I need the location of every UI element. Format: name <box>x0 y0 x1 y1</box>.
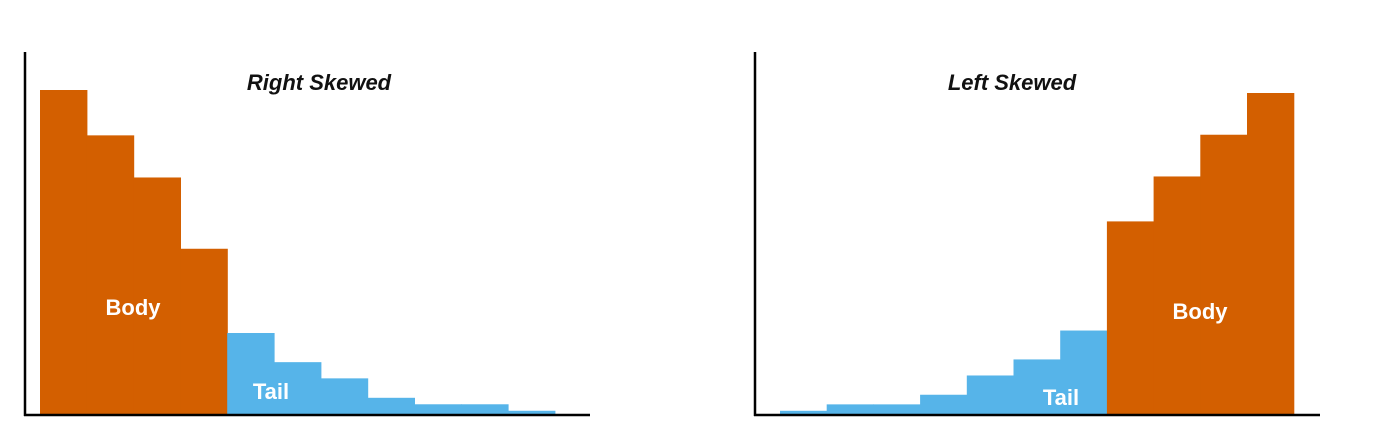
left-skewed-body-label: Body <box>1173 299 1229 324</box>
left-skewed-bars <box>780 93 1295 415</box>
left-skewed-bar-11 <box>1247 93 1295 414</box>
left-skewed-tail-label: Tail <box>1043 385 1079 410</box>
right-skewed-tail-label: Tail <box>253 379 289 404</box>
left-skewed-bar-7 <box>1060 330 1108 414</box>
right-skewed-chart: Right Skewed Body Tail <box>23 52 590 417</box>
left-skewed-bar-1 <box>780 410 828 414</box>
left-skewed-bar-5 <box>966 375 1015 414</box>
left-skewed-bar-8 <box>1106 221 1155 414</box>
right-skewed-bars <box>40 90 556 415</box>
right-skewed-bar-2 <box>86 135 135 415</box>
left-skewed-title: Left Skewed <box>948 70 1077 95</box>
right-skewed-bar-8 <box>367 397 415 414</box>
left-skewed-bar-6 <box>1013 359 1061 414</box>
right-skewed-bar-10 <box>461 404 509 414</box>
right-skewed-bar-4 <box>180 248 228 414</box>
left-skewed-bar-3 <box>873 404 921 414</box>
right-skewed-bar-5 <box>227 333 275 414</box>
right-skewed-body-label: Body <box>106 295 162 320</box>
right-skewed-bar-9 <box>414 404 462 414</box>
right-skewed-title: Right Skewed <box>247 70 392 95</box>
right-skewed-bar-1 <box>40 90 88 414</box>
right-skewed-bar-11 <box>508 410 556 414</box>
right-skewed-bar-6 <box>274 362 322 414</box>
left-skewed-chart: Left Skewed Tail Body <box>753 52 1320 417</box>
left-skewed-bar-10 <box>1200 134 1248 415</box>
left-skewed-bar-4 <box>920 394 968 414</box>
right-skewed-bar-7 <box>320 378 369 414</box>
left-skewed-bar-2 <box>826 404 874 414</box>
right-skewed-bar-3 <box>133 177 181 414</box>
left-skewed-bar-9 <box>1153 176 1201 414</box>
